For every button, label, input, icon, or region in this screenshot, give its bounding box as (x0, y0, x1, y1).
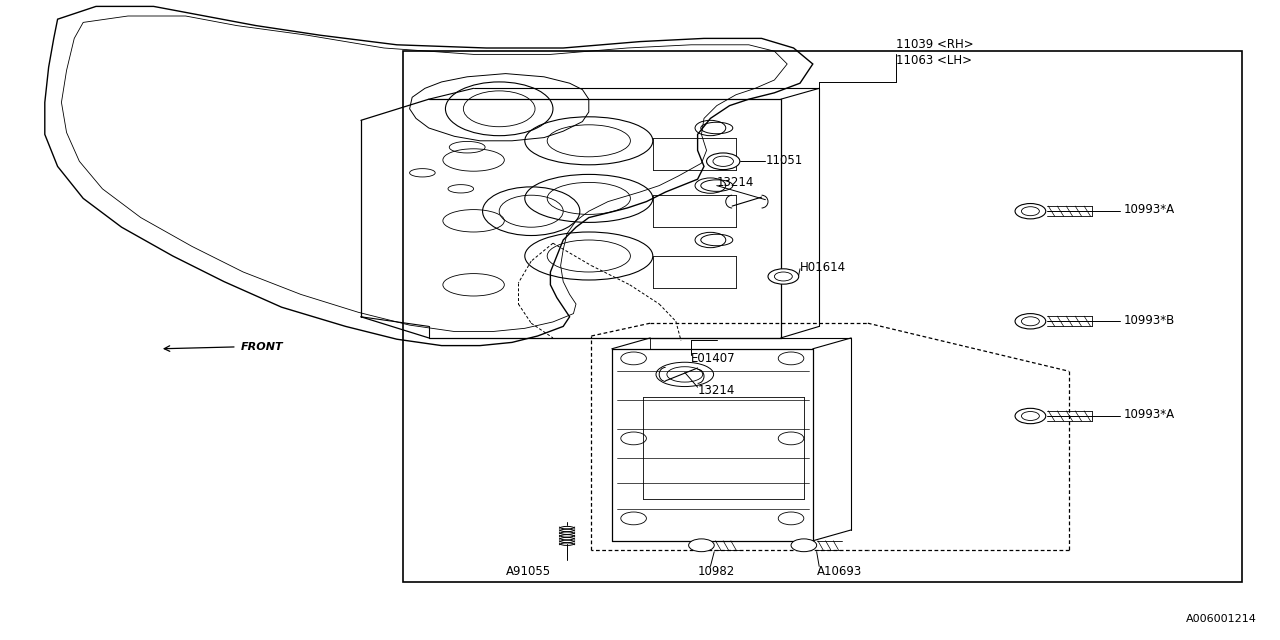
Circle shape (1015, 408, 1046, 424)
Text: H01614: H01614 (800, 261, 846, 274)
Text: E01407: E01407 (691, 352, 736, 365)
Text: 10993*B: 10993*B (1124, 314, 1175, 326)
Text: A91055: A91055 (506, 565, 550, 578)
Text: 10993*A: 10993*A (1124, 408, 1175, 421)
Text: 13214: 13214 (717, 176, 754, 189)
Bar (403, 51, 1242, 582)
Circle shape (1015, 204, 1046, 219)
Circle shape (791, 539, 817, 552)
Text: FRONT: FRONT (241, 342, 283, 352)
Circle shape (707, 153, 740, 170)
Text: A10693: A10693 (817, 565, 861, 578)
Text: 13214: 13214 (698, 384, 735, 397)
Circle shape (689, 539, 714, 552)
Text: 10982: 10982 (698, 565, 735, 578)
Circle shape (1015, 314, 1046, 329)
Text: 10993*A: 10993*A (1124, 204, 1175, 216)
Text: 11063 <LH>: 11063 <LH> (896, 54, 972, 67)
Text: A006001214: A006001214 (1187, 614, 1257, 624)
Text: 11039 <RH>: 11039 <RH> (896, 38, 974, 51)
Circle shape (768, 269, 799, 284)
Text: 11051: 11051 (765, 154, 803, 166)
